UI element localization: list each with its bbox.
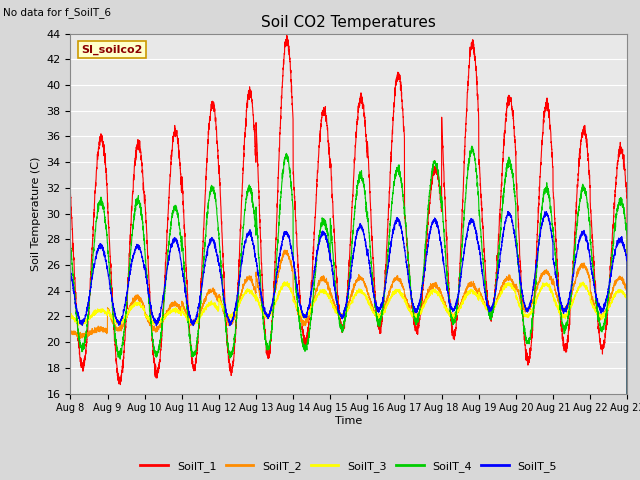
SoilT_1 bbox=[280, 62, 287, 68]
SoilT_1 bbox=[133, 144, 141, 149]
Line: SoilT_2: SoilT_2 bbox=[70, 250, 627, 480]
SoilT_3 bbox=[594, 310, 602, 316]
SoilT_5 bbox=[594, 300, 602, 305]
SoilT_5 bbox=[133, 243, 141, 249]
SoilT_3 bbox=[67, 310, 74, 316]
SoilT_4 bbox=[280, 165, 287, 170]
SoilT_2 bbox=[67, 327, 74, 333]
SoilT_2 bbox=[594, 311, 602, 317]
SoilT_1 bbox=[415, 323, 423, 329]
SoilT_3 bbox=[284, 279, 291, 285]
SoilT_5 bbox=[572, 254, 580, 260]
Line: SoilT_4: SoilT_4 bbox=[70, 146, 627, 480]
Line: SoilT_5: SoilT_5 bbox=[70, 212, 627, 480]
Line: SoilT_1: SoilT_1 bbox=[70, 35, 627, 480]
SoilT_4 bbox=[572, 235, 580, 240]
SoilT_5 bbox=[67, 267, 74, 273]
SoilT_4 bbox=[468, 143, 476, 149]
Text: SI_soilco2: SI_soilco2 bbox=[81, 44, 143, 55]
Line: SoilT_3: SoilT_3 bbox=[70, 282, 627, 480]
SoilT_4 bbox=[594, 308, 602, 313]
Title: Soil CO2 Temperatures: Soil CO2 Temperatures bbox=[261, 15, 436, 30]
SoilT_3 bbox=[572, 291, 580, 297]
SoilT_1 bbox=[283, 32, 291, 38]
Y-axis label: Soil Temperature (C): Soil Temperature (C) bbox=[31, 156, 41, 271]
SoilT_4 bbox=[570, 264, 577, 270]
SoilT_5 bbox=[280, 233, 287, 239]
Legend: SoilT_1, SoilT_2, SoilT_3, SoilT_4, SoilT_5: SoilT_1, SoilT_2, SoilT_3, SoilT_4, Soil… bbox=[136, 457, 561, 477]
SoilT_4 bbox=[133, 202, 141, 208]
SoilT_3 bbox=[570, 296, 577, 302]
SoilT_3 bbox=[133, 302, 141, 308]
SoilT_2 bbox=[133, 292, 141, 298]
SoilT_1 bbox=[570, 260, 577, 266]
SoilT_3 bbox=[415, 310, 423, 315]
SoilT_4 bbox=[415, 312, 422, 318]
SoilT_2 bbox=[570, 286, 577, 291]
SoilT_4 bbox=[67, 239, 74, 245]
SoilT_2 bbox=[280, 251, 287, 257]
SoilT_1 bbox=[594, 318, 602, 324]
SoilT_5 bbox=[415, 303, 422, 309]
SoilT_1 bbox=[572, 214, 580, 219]
SoilT_2 bbox=[281, 247, 289, 253]
SoilT_1 bbox=[67, 189, 74, 195]
SoilT_5 bbox=[543, 209, 550, 215]
SoilT_3 bbox=[280, 281, 287, 287]
SoilT_5 bbox=[570, 273, 577, 279]
SoilT_2 bbox=[415, 310, 423, 315]
SoilT_2 bbox=[572, 276, 580, 281]
Text: No data for f_SoilT_6: No data for f_SoilT_6 bbox=[3, 7, 111, 18]
X-axis label: Time: Time bbox=[335, 416, 362, 426]
